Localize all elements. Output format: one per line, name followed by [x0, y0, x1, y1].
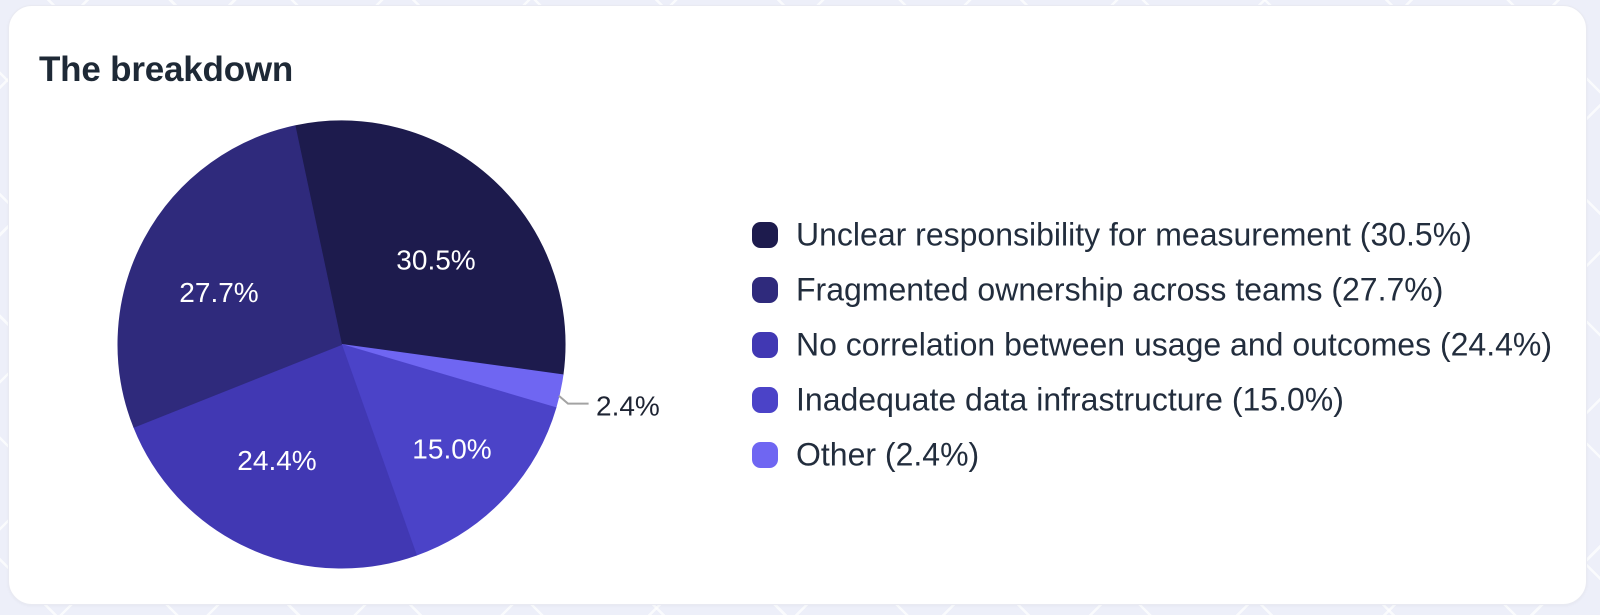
svg-text:27.7%: 27.7%	[179, 277, 258, 308]
svg-text:15.0%: 15.0%	[412, 433, 491, 464]
svg-text:24.4%: 24.4%	[237, 445, 316, 476]
svg-text:2.4%: 2.4%	[596, 390, 660, 421]
svg-text:30.5%: 30.5%	[396, 245, 475, 276]
